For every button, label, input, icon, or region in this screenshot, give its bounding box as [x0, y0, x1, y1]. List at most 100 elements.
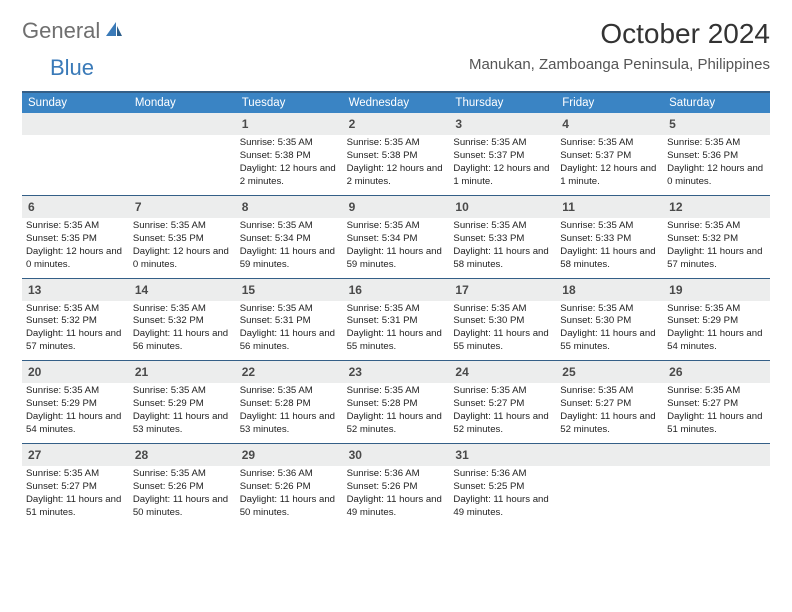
day-number-bar: 29 — [236, 444, 343, 466]
sunset-text: Sunset: 5:33 PM — [453, 233, 552, 246]
daylight-text: Daylight: 12 hours and 0 minutes. — [26, 246, 125, 272]
sunset-text: Sunset: 5:32 PM — [667, 233, 766, 246]
sunrise-text: Sunrise: 5:35 AM — [26, 385, 125, 398]
sunrise-text: Sunrise: 5:36 AM — [240, 468, 339, 481]
sunrise-text: Sunrise: 5:35 AM — [667, 303, 766, 316]
weeks-container: .. 1 Sunrise: 5:35 AM Sunset: 5:38 PM Daylig… — [22, 113, 770, 526]
sunset-text: Sunset: 5:28 PM — [240, 398, 339, 411]
daylight-text: Daylight: 11 hours and 53 minutes. — [133, 411, 232, 437]
day-info: Sunrise: 5:35 AMSunset: 5:27 PMDaylight:… — [667, 385, 766, 437]
brand-word-1: General — [22, 18, 100, 44]
day-info: Sunrise: 5:35 AMSunset: 5:28 PMDaylight:… — [240, 385, 339, 437]
day-info: Sunrise: 5:35 AMSunset: 5:30 PMDaylight:… — [560, 303, 659, 355]
day-info: Sunrise: 5:35 AMSunset: 5:27 PMDaylight:… — [26, 468, 125, 520]
day-number: 25 — [562, 365, 575, 379]
day-cell: 18Sunrise: 5:35 AMSunset: 5:30 PMDayligh… — [556, 279, 663, 361]
daylight-text: Daylight: 12 hours and 0 minutes. — [667, 163, 766, 189]
day-number-bar: 27 — [22, 444, 129, 466]
day-number: 3 — [455, 117, 462, 131]
day-cell: 20Sunrise: 5:35 AMSunset: 5:29 PMDayligh… — [22, 361, 129, 443]
sunrise-text: Sunrise: 5:35 AM — [453, 303, 552, 316]
day-number-bar: 30 — [343, 444, 450, 466]
day-number-bar: 6 — [22, 196, 129, 218]
day-cell: 4Sunrise: 5:35 AMSunset: 5:37 PMDaylight… — [556, 113, 663, 195]
day-number-bar: . — [129, 113, 236, 135]
day-cell: 23Sunrise: 5:35 AMSunset: 5:28 PMDayligh… — [343, 361, 450, 443]
daylight-text: Daylight: 11 hours and 58 minutes. — [560, 246, 659, 272]
daylight-text: Daylight: 11 hours and 58 minutes. — [453, 246, 552, 272]
day-cell: 19Sunrise: 5:35 AMSunset: 5:29 PMDayligh… — [663, 279, 770, 361]
day-number: 29 — [242, 448, 255, 462]
sunset-text: Sunset: 5:25 PM — [453, 481, 552, 494]
day-number: 16 — [349, 283, 362, 297]
day-info: Sunrise: 5:35 AMSunset: 5:35 PMDaylight:… — [133, 220, 232, 272]
daylight-text: Daylight: 11 hours and 55 minutes. — [560, 328, 659, 354]
day-info: Sunrise: 5:35 AMSunset: 5:33 PMDaylight:… — [453, 220, 552, 272]
day-number-bar: 31 — [449, 444, 556, 466]
sunset-text: Sunset: 5:36 PM — [667, 150, 766, 163]
sunset-text: Sunset: 5:26 PM — [240, 481, 339, 494]
daylight-text: Daylight: 11 hours and 50 minutes. — [133, 494, 232, 520]
sunrise-text: Sunrise: 5:36 AM — [453, 468, 552, 481]
sunrise-text: Sunrise: 5:35 AM — [133, 385, 232, 398]
day-number-bar: 24 — [449, 361, 556, 383]
day-number: 26 — [669, 365, 682, 379]
empty-cell: . — [556, 444, 663, 526]
day-number-bar: 13 — [22, 279, 129, 301]
day-number-bar: 18 — [556, 279, 663, 301]
sunset-text: Sunset: 5:26 PM — [347, 481, 446, 494]
day-cell: 16Sunrise: 5:35 AMSunset: 5:31 PMDayligh… — [343, 279, 450, 361]
sunset-text: Sunset: 5:29 PM — [667, 315, 766, 328]
brand-logo: General — [22, 18, 126, 44]
daylight-text: Daylight: 12 hours and 0 minutes. — [133, 246, 232, 272]
day-info: Sunrise: 5:35 AMSunset: 5:26 PMDaylight:… — [133, 468, 232, 520]
daylight-text: Daylight: 11 hours and 54 minutes. — [26, 411, 125, 437]
day-cell: 2Sunrise: 5:35 AMSunset: 5:38 PMDaylight… — [343, 113, 450, 195]
day-number-bar: 2 — [343, 113, 450, 135]
dow-saturday: Saturday — [663, 93, 770, 113]
week-row: ..1Sunrise: 5:35 AMSunset: 5:38 PMDaylig… — [22, 113, 770, 195]
sunrise-text: Sunrise: 5:35 AM — [240, 220, 339, 233]
day-cell: 8Sunrise: 5:35 AMSunset: 5:34 PMDaylight… — [236, 196, 343, 278]
day-number-bar: 8 — [236, 196, 343, 218]
day-number: 15 — [242, 283, 255, 297]
day-cell: 30Sunrise: 5:36 AMSunset: 5:26 PMDayligh… — [343, 444, 450, 526]
day-number-bar: 17 — [449, 279, 556, 301]
day-info: Sunrise: 5:35 AMSunset: 5:30 PMDaylight:… — [453, 303, 552, 355]
sunset-text: Sunset: 5:30 PM — [560, 315, 659, 328]
day-info: Sunrise: 5:35 AMSunset: 5:33 PMDaylight:… — [560, 220, 659, 272]
sunrise-text: Sunrise: 5:35 AM — [347, 303, 446, 316]
calendar-grid: Sunday Monday Tuesday Wednesday Thursday… — [22, 91, 770, 526]
day-info: Sunrise: 5:35 AMSunset: 5:29 PMDaylight:… — [26, 385, 125, 437]
daylight-text: Daylight: 11 hours and 56 minutes. — [240, 328, 339, 354]
day-number: 1 — [242, 117, 249, 131]
sunrise-text: Sunrise: 5:35 AM — [26, 220, 125, 233]
day-cell: 6Sunrise: 5:35 AMSunset: 5:35 PMDaylight… — [22, 196, 129, 278]
sunset-text: Sunset: 5:32 PM — [26, 315, 125, 328]
day-number-bar: . — [556, 444, 663, 466]
day-number-bar: 25 — [556, 361, 663, 383]
day-number-bar: 10 — [449, 196, 556, 218]
day-info: Sunrise: 5:35 AMSunset: 5:27 PMDaylight:… — [560, 385, 659, 437]
day-info: Sunrise: 5:36 AMSunset: 5:26 PMDaylight:… — [240, 468, 339, 520]
sunset-text: Sunset: 5:38 PM — [240, 150, 339, 163]
sunrise-text: Sunrise: 5:35 AM — [560, 303, 659, 316]
daylight-text: Daylight: 11 hours and 52 minutes. — [453, 411, 552, 437]
day-number: 24 — [455, 365, 468, 379]
day-number: 12 — [669, 200, 682, 214]
day-number: 31 — [455, 448, 468, 462]
day-cell: 21Sunrise: 5:35 AMSunset: 5:29 PMDayligh… — [129, 361, 236, 443]
daylight-text: Daylight: 12 hours and 1 minute. — [453, 163, 552, 189]
day-number-bar: . — [663, 444, 770, 466]
day-number-bar: 16 — [343, 279, 450, 301]
sunrise-text: Sunrise: 5:35 AM — [133, 468, 232, 481]
sunset-text: Sunset: 5:33 PM — [560, 233, 659, 246]
day-number: 30 — [349, 448, 362, 462]
sunset-text: Sunset: 5:30 PM — [453, 315, 552, 328]
empty-cell: . — [129, 113, 236, 195]
title-block: October 2024 Manukan, Zamboanga Peninsul… — [469, 18, 770, 73]
week-row: 27Sunrise: 5:35 AMSunset: 5:27 PMDayligh… — [22, 443, 770, 526]
week-row: 6Sunrise: 5:35 AMSunset: 5:35 PMDaylight… — [22, 195, 770, 278]
day-cell: 13Sunrise: 5:35 AMSunset: 5:32 PMDayligh… — [22, 279, 129, 361]
day-info: Sunrise: 5:35 AMSunset: 5:28 PMDaylight:… — [347, 385, 446, 437]
